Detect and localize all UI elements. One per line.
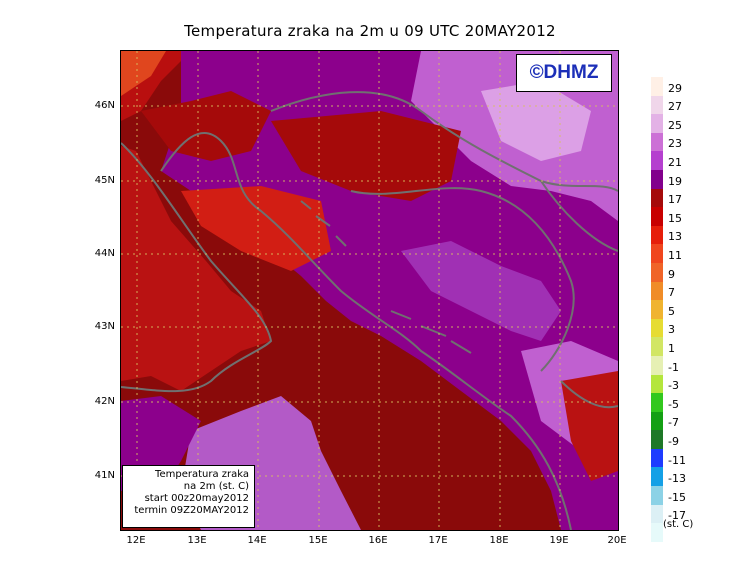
legend-label: 23: [668, 137, 682, 151]
lat-label-41: 41N: [94, 470, 115, 481]
albania-red: [561, 371, 618, 481]
legend-label: 15: [668, 211, 682, 225]
dinaric-red: [271, 111, 461, 201]
legend-unit: (st. C): [663, 519, 694, 530]
velebit-red: [181, 186, 331, 271]
legend-swatch: [651, 393, 663, 412]
bosnia-light: [401, 241, 561, 341]
legend-swatch: [651, 318, 663, 338]
islands: [300, 200, 472, 354]
map-title: Temperatura zraka na 2m u 09 UTC 20MAY20…: [184, 22, 556, 40]
lat-label-42: 42N: [94, 396, 115, 407]
legend-label: 13: [668, 230, 682, 244]
legend-label: -3: [668, 379, 679, 393]
legend-swatch: [651, 300, 663, 319]
legend-label: 29: [668, 81, 682, 95]
lat-label-43: 43N: [94, 321, 115, 332]
border-east: [540, 180, 618, 252]
legend-label: 19: [668, 174, 682, 188]
lon-label-16: 16E: [368, 535, 388, 546]
legend-label: 5: [668, 304, 675, 318]
italy-coastline: [121, 142, 273, 393]
legend-swatch: [651, 244, 663, 263]
temperature-map: [120, 50, 619, 531]
legend-label: -17: [668, 509, 686, 523]
border-bosnia: [350, 187, 575, 372]
legend-swatch: [651, 281, 663, 301]
legend-swatch: [651, 374, 663, 394]
map-canvas: [121, 51, 618, 530]
legend-label: -11: [668, 453, 686, 467]
legend-label: 11: [668, 249, 682, 262]
legend-swatch: [651, 262, 663, 282]
lat-label-45: 45N: [94, 175, 115, 186]
legend-colorbar: [651, 77, 663, 542]
info-line-4: termin 09Z20MAY2012: [134, 505, 249, 516]
legend-swatch: [651, 225, 663, 245]
lon-label-18: 18E: [489, 535, 509, 546]
legend-label: 1: [668, 342, 675, 355]
legend-swatch: [651, 188, 663, 208]
lon-label-17: 17E: [428, 535, 448, 546]
legend-swatch: [651, 95, 663, 115]
legend-label: 27: [668, 100, 682, 114]
legend-label: 7: [668, 286, 675, 300]
info-line-1: Temperatura zraka: [155, 469, 249, 480]
legend-label: -1: [668, 360, 679, 374]
legend-label: -7: [668, 416, 679, 430]
legend-label: -5: [668, 397, 679, 411]
legend-swatch: [651, 504, 663, 524]
legend-label: 9: [668, 267, 675, 281]
legend-label: 21: [668, 156, 682, 169]
lon-label-19: 19E: [549, 535, 569, 546]
italy-east-coast: [121, 146, 271, 391]
legend-swatch: [651, 430, 663, 449]
legend-swatch: [651, 355, 663, 375]
legend-label: 3: [668, 323, 675, 337]
legend-swatch: [651, 337, 663, 356]
legend-swatch: [651, 207, 663, 226]
legend-swatch: [651, 151, 663, 170]
lon-label-13: 13E: [187, 535, 207, 546]
legend-swatch: [651, 523, 663, 542]
legend-swatch: [651, 411, 663, 431]
border-south: [560, 380, 618, 409]
info-box: Temperatura zraka na 2m (st. C) start 00…: [122, 465, 255, 528]
lon-label-12: 12E: [126, 535, 146, 546]
legend-swatch: [651, 467, 663, 487]
legend-swatch: [651, 77, 663, 96]
croatian-coastline: [160, 131, 572, 530]
info-line-2: na 2m (st. C): [183, 481, 249, 492]
lat-label-46: 46N: [94, 100, 115, 111]
legend-label: 25: [668, 118, 682, 132]
legend-swatch: [651, 132, 663, 152]
lon-label-14: 14E: [247, 535, 267, 546]
istria-red: [141, 91, 271, 161]
legend-swatch: [651, 169, 663, 189]
legend-label: 17: [668, 193, 682, 207]
dhmz-logo: ©DHMZ: [516, 54, 612, 92]
info-line-3: start 00z20may2012: [144, 493, 249, 504]
legend-label: -13: [668, 472, 686, 486]
italy-orange: [121, 51, 166, 96]
graticule: [121, 51, 618, 530]
legend-swatch: [651, 114, 663, 133]
lat-label-44: 44N: [94, 248, 115, 259]
lon-label-15: 15E: [308, 535, 328, 546]
lon-label-20: 20E: [607, 535, 627, 546]
border-north: [270, 91, 618, 192]
legend-swatch: [651, 486, 663, 505]
pannonia-pale: [481, 81, 591, 161]
legend-swatch: [651, 448, 663, 468]
legend-label: -15: [668, 490, 686, 504]
legend-label: -9: [668, 435, 679, 448]
